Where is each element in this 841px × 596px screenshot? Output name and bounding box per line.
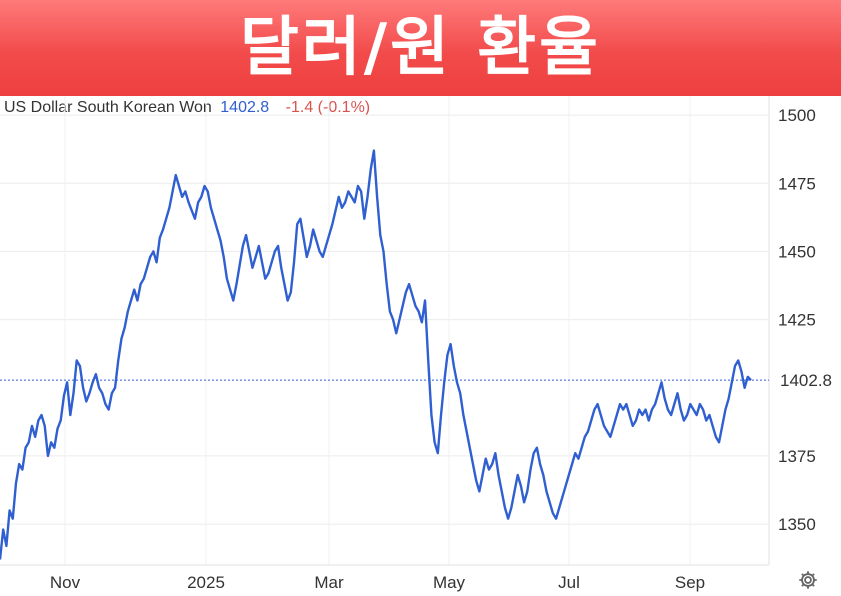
legend-instrument-name: US Dollar South Korean Won <box>4 99 212 116</box>
series-line <box>0 149 752 560</box>
y-axis-ticks: 1350 1375 1425 1450 1475 1500 <box>778 106 816 534</box>
legend-change: -1.4 (-0.1%) <box>285 99 371 116</box>
last-value-label-text: 1402.8 <box>780 371 832 390</box>
y-tick-label: 1375 <box>778 447 816 466</box>
legend-price: 1402.8 <box>220 99 270 116</box>
title-banner: 달러/원 환율 <box>0 0 841 96</box>
last-value-label-bg <box>772 368 838 393</box>
gear-icon[interactable] <box>797 569 819 591</box>
gear-icon-graphic <box>799 571 817 589</box>
last-value-label: 1402.8 <box>772 368 838 393</box>
y-tick-label: 1450 <box>778 242 816 261</box>
y-tick-label: 1425 <box>778 311 816 330</box>
y-tick-label: 1475 <box>778 174 816 193</box>
x-tick-label: 2025 <box>187 573 225 592</box>
x-tick-label: Nov <box>50 573 81 592</box>
gridlines <box>0 96 769 565</box>
x-tick-label: May <box>433 573 466 592</box>
x-tick-label: Jul <box>558 573 580 592</box>
y-tick-label: 1350 <box>778 515 816 534</box>
banner-title: 달러/원 환율 <box>239 11 602 85</box>
x-tick-label: Mar <box>314 573 344 592</box>
chart-legend: US Dollar South Korean Won 1402.8 -1.4 (… <box>4 99 370 117</box>
x-tick-label: Sep <box>675 573 705 592</box>
y-tick-label: 1500 <box>778 106 816 125</box>
x-axis-ticks: Nov 2025 Mar May Jul Sep <box>50 573 705 592</box>
